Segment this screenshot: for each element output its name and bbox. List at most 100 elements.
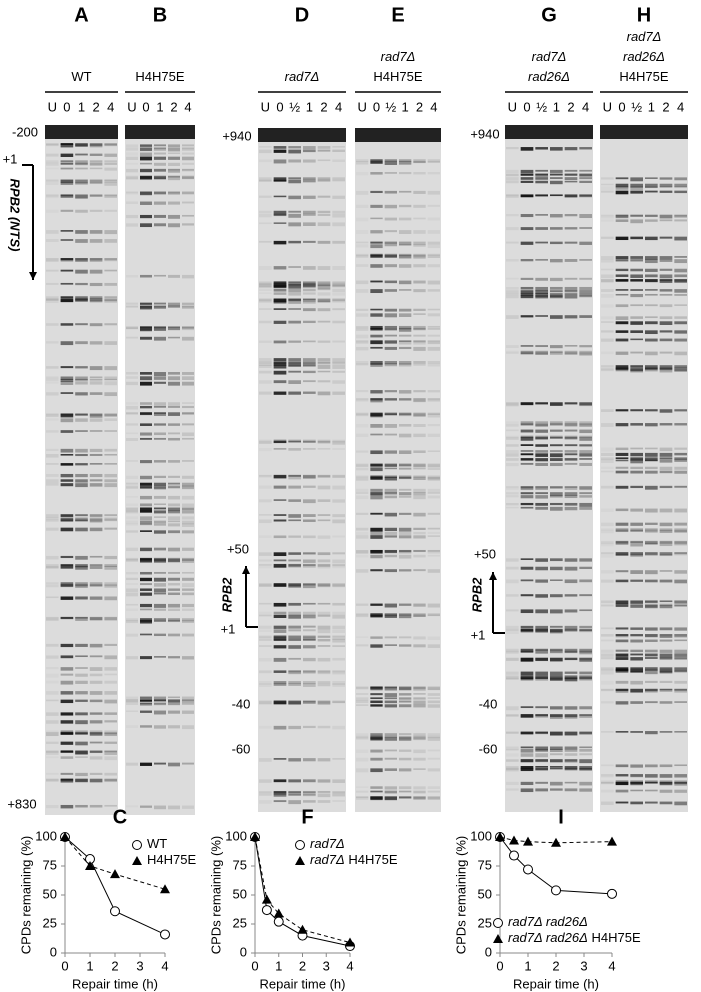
gel-band — [60, 376, 74, 380]
gel-band — [630, 731, 643, 733]
gel-band — [60, 448, 74, 453]
gel-band — [601, 764, 614, 767]
gel-band — [303, 670, 316, 673]
gel-band — [46, 772, 59, 775]
gel-band — [370, 613, 383, 617]
gel-band — [89, 616, 103, 621]
gel-band — [370, 492, 383, 496]
x-tick-label: 3 — [136, 958, 143, 973]
gel-band — [535, 293, 548, 297]
gel-band — [579, 675, 592, 679]
gel-band — [168, 423, 180, 426]
gel-band — [659, 657, 673, 660]
gel-band — [427, 531, 440, 535]
gel-band — [615, 781, 629, 786]
gel-band — [154, 762, 166, 765]
gel-band — [659, 669, 673, 673]
gel-band — [615, 274, 629, 277]
gel-band — [89, 413, 103, 418]
gel-band — [182, 656, 194, 660]
gel-band — [273, 440, 287, 443]
gel-band — [288, 700, 301, 705]
gel-band — [273, 439, 287, 444]
gel-band — [273, 584, 287, 587]
gel-band — [288, 519, 301, 522]
gel-band — [601, 368, 614, 372]
gel-band — [579, 486, 592, 490]
gel-band — [645, 529, 658, 533]
gel-band — [140, 603, 152, 608]
gel-band — [520, 566, 534, 570]
x-axis-label: Repair time (h) — [513, 976, 599, 991]
gel-band — [384, 340, 397, 344]
gel-band — [104, 691, 117, 695]
gel-band — [126, 336, 138, 339]
gel-band — [520, 713, 534, 718]
gel-band — [535, 173, 548, 176]
gel-band — [579, 435, 592, 438]
gel-band — [630, 508, 643, 512]
gel-band — [89, 751, 103, 754]
gel-band — [46, 564, 59, 568]
gel-band — [427, 412, 440, 416]
gel-band — [601, 256, 614, 260]
gel-band — [370, 413, 383, 418]
gel-band — [674, 639, 687, 642]
gel-band — [601, 448, 614, 452]
gel-band — [601, 681, 614, 685]
gel-band — [399, 325, 412, 330]
gel-band — [288, 611, 301, 616]
gel-band — [370, 398, 383, 401]
y-axis-label: CPDs remaining (%) — [208, 836, 223, 954]
gel-band — [182, 168, 194, 172]
gel-band — [630, 639, 643, 643]
gel-band — [384, 423, 397, 428]
gel-band — [317, 636, 331, 638]
series-line — [64, 836, 166, 890]
gel-band — [168, 460, 180, 463]
gel-band — [564, 345, 578, 347]
gel-band — [535, 453, 548, 457]
gel-band — [259, 320, 272, 324]
gel-band — [104, 699, 117, 704]
gel-band — [46, 381, 59, 383]
gel-band — [332, 552, 345, 555]
gel-band — [154, 571, 166, 574]
gel-band — [259, 474, 272, 477]
gel-band — [140, 577, 152, 582]
gel-band — [89, 479, 103, 482]
gel-band — [259, 292, 272, 294]
gel-band — [168, 223, 180, 228]
x-tick-label: 0 — [251, 958, 258, 973]
gel-band — [659, 653, 673, 658]
gel-band — [564, 180, 578, 183]
gel-band — [564, 650, 578, 654]
gel-band — [75, 527, 88, 532]
marker — [110, 906, 120, 917]
gel-band — [356, 346, 369, 351]
gel-band — [46, 732, 59, 736]
gel-band — [601, 600, 614, 604]
gel-band — [630, 657, 643, 661]
gel-band — [674, 627, 687, 631]
gel-band — [506, 657, 519, 661]
gel-band — [89, 732, 103, 736]
legend-entry: WT — [147, 836, 167, 851]
gel-band — [60, 453, 74, 456]
gel-band — [645, 701, 658, 704]
gel-band — [601, 634, 614, 637]
gel-band — [506, 625, 519, 629]
gel-band — [384, 697, 397, 700]
gel-band — [182, 725, 194, 730]
gel-band — [182, 412, 194, 415]
gel-band — [674, 579, 687, 584]
gel-band — [550, 180, 563, 185]
gel-band — [506, 731, 519, 734]
gel-band — [659, 268, 673, 271]
gel-band — [659, 351, 673, 354]
gel-band — [332, 298, 345, 302]
gel-band — [427, 554, 440, 557]
gel-band — [273, 725, 287, 730]
gel-band — [535, 350, 548, 355]
gel-band — [674, 540, 687, 544]
